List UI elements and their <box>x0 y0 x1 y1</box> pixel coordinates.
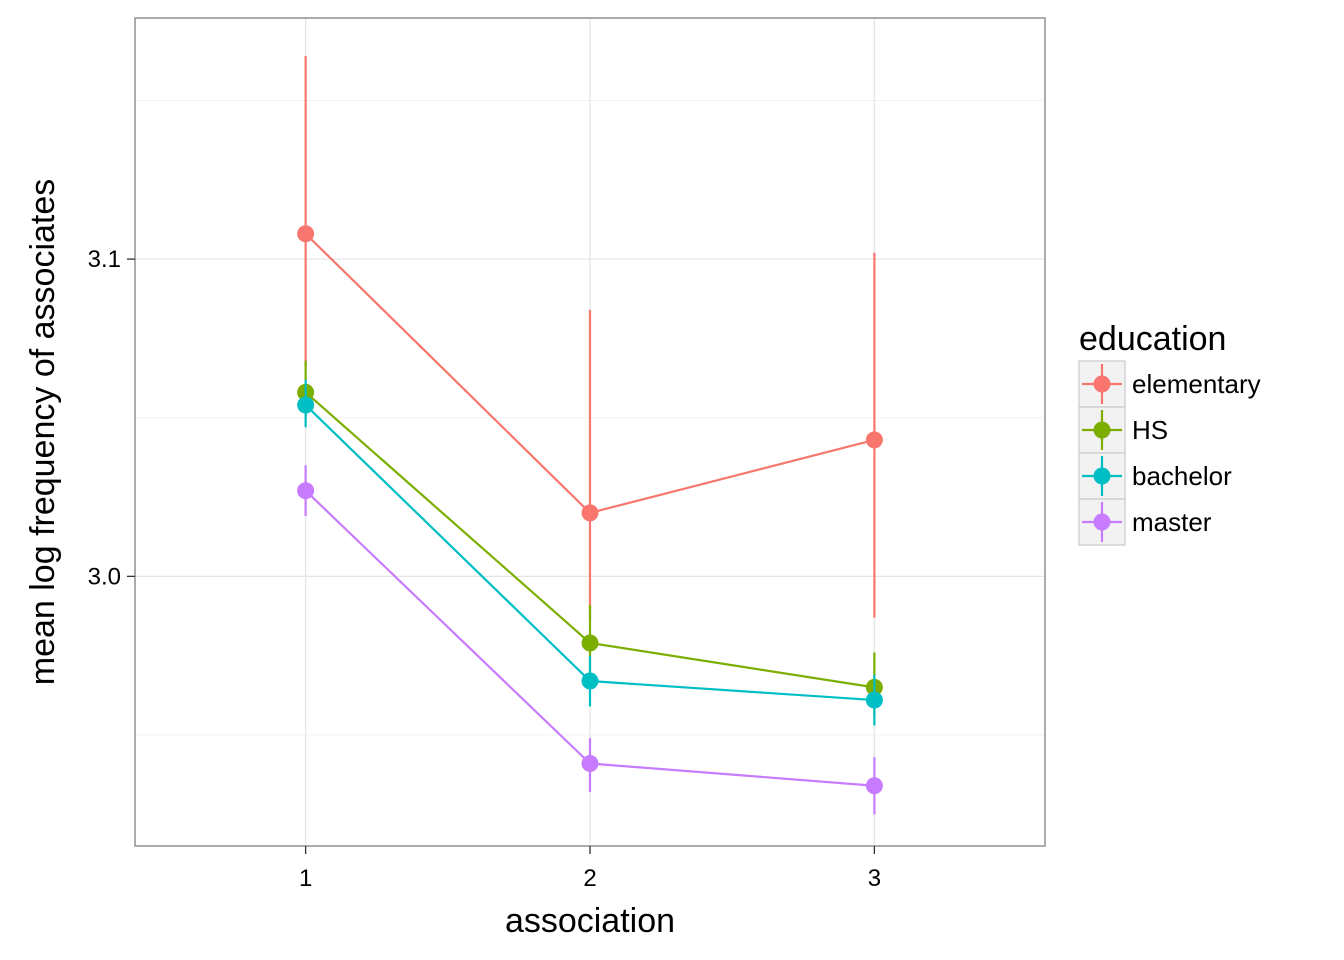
data-point <box>865 431 883 449</box>
legend-item-hs: HS <box>1078 406 1168 454</box>
legend-key-point <box>1093 421 1111 439</box>
series-layer <box>297 56 883 815</box>
x-tick-label: 2 <box>583 865 596 892</box>
y-axis: 3.0 3.1 <box>88 246 135 590</box>
legend: education elementary HS bachelor master <box>1078 320 1261 546</box>
legend-label: master <box>1132 507 1212 537</box>
y-tick-label: 3.0 <box>88 563 121 590</box>
legend-title: education <box>1079 320 1226 358</box>
data-point <box>581 634 599 652</box>
legend-item-bachelor: bachelor <box>1078 452 1232 500</box>
legend-label: HS <box>1132 415 1168 445</box>
legend-item-master: master <box>1078 498 1212 546</box>
data-point <box>865 691 883 709</box>
x-tick-label: 1 <box>299 865 312 892</box>
y-tick-label: 3.1 <box>88 246 121 273</box>
data-point <box>297 482 315 500</box>
legend-key-point <box>1093 375 1111 393</box>
legend-key-point <box>1093 467 1111 485</box>
x-axis-title: association <box>505 902 675 940</box>
series-elementary <box>297 56 883 621</box>
data-point <box>297 225 315 243</box>
legend-item-elementary: elementary <box>1078 360 1261 408</box>
legend-key-point <box>1093 513 1111 531</box>
x-tick-label: 3 <box>868 865 881 892</box>
legend-label: bachelor <box>1132 461 1232 491</box>
data-point <box>581 504 599 522</box>
data-point <box>865 777 883 795</box>
data-point <box>297 396 315 414</box>
data-point <box>581 672 599 690</box>
x-axis: 1 2 3 <box>299 846 881 892</box>
legend-label: elementary <box>1132 369 1261 399</box>
data-point <box>581 755 599 773</box>
series-master <box>297 465 883 815</box>
y-axis-title: mean log frequency of associates <box>24 179 62 686</box>
series-bachelor <box>297 379 883 726</box>
